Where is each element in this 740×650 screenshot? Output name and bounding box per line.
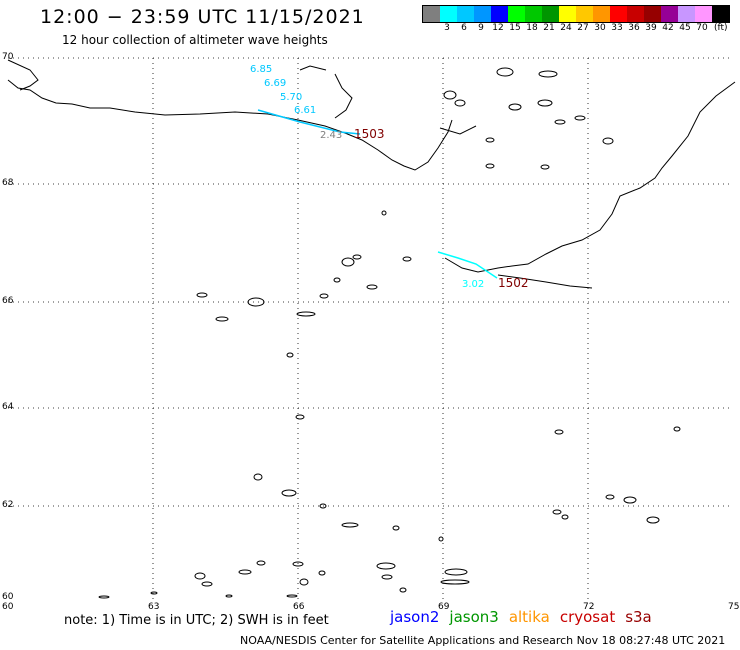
legend-swatch xyxy=(712,6,729,22)
credit-line: NOAA/NESDIS Center for Satellite Applica… xyxy=(240,634,726,647)
legend-swatch xyxy=(508,6,525,22)
lon-tick-label: 75 xyxy=(728,602,740,612)
wave-height-labels: 6.85 6.69 5.70 6.61 2.43 1503 3.02 1502 xyxy=(250,64,529,290)
legend-swatch xyxy=(457,6,474,22)
legend-swatch xyxy=(695,6,712,22)
legend-swatch xyxy=(474,6,491,22)
lon-tick-label: 69 xyxy=(438,602,450,612)
wave-height-legend xyxy=(422,5,730,23)
satellite-s3a: s3a xyxy=(625,608,652,626)
lat-tick-label: 68 xyxy=(2,178,14,188)
legend-label: 39 xyxy=(645,23,657,33)
lon-tick-label: 63 xyxy=(148,602,160,612)
legend-swatch xyxy=(644,6,661,22)
lon-tick-label: 66 xyxy=(293,602,305,612)
wave-height-label: 2.43 xyxy=(320,130,342,141)
wave-height-label: 1502 xyxy=(498,276,529,290)
legend-swatch xyxy=(593,6,610,22)
legend-label: 9 xyxy=(478,23,484,33)
legend-labels: 3 6 9 12 15 18 21 24 27 30 33 36 39 42 45 70 xyxy=(422,23,740,35)
legend-swatch xyxy=(491,6,508,22)
legend-label: 42 xyxy=(662,23,674,33)
coastline xyxy=(7,59,736,599)
legend-swatch xyxy=(440,6,457,22)
satellite-jason3: jason3 xyxy=(449,608,499,626)
lon-tick-label: 72 xyxy=(583,602,595,612)
legend-swatch xyxy=(610,6,627,22)
legend-swatch xyxy=(423,6,440,22)
legend-swatch xyxy=(525,6,542,22)
legend-label: 12 xyxy=(492,23,504,33)
wave-height-label: 6.85 xyxy=(250,64,272,75)
wave-height-label: 6.61 xyxy=(294,105,316,116)
wave-height-label: 3.02 xyxy=(462,279,484,290)
legend-label: 3 xyxy=(444,23,450,33)
wave-height-label: 6.69 xyxy=(264,78,286,89)
legend-label: 45 xyxy=(679,23,691,33)
footnote: note: 1) Time is in UTC; 2) SWH is in fe… xyxy=(64,613,329,628)
legend-swatch xyxy=(661,6,678,22)
lat-tick-label: 60 xyxy=(2,592,14,602)
legend-label: 18 xyxy=(526,23,538,33)
lat-tick-label: 66 xyxy=(2,296,14,306)
legend-label: 30 xyxy=(594,23,606,33)
lat-tick-label: 62 xyxy=(2,500,14,510)
legend-swatch xyxy=(678,6,695,22)
legend-swatch xyxy=(542,6,559,22)
map-grid xyxy=(8,57,733,600)
legend-label: 70 xyxy=(696,23,708,33)
legend-label: 36 xyxy=(628,23,640,33)
lon-tick-label: 60 xyxy=(2,602,14,612)
satellite-cryosat: cryosat xyxy=(559,608,616,626)
chart-subtitle: 12 hour collection of altimeter wave hei… xyxy=(62,33,328,47)
chart-title: 12:00 − 23:59 UTC 11/15/2021 xyxy=(40,6,365,28)
legend-label: 21 xyxy=(543,23,555,33)
legend-unit: (ft) xyxy=(714,23,728,33)
satellite-list: jason2 jason3 altika cryosat s3a xyxy=(390,608,662,626)
lat-tick-label: 64 xyxy=(2,402,14,412)
legend-label: 33 xyxy=(611,23,623,33)
altimeter-track xyxy=(257,109,498,279)
satellite-altika: altika xyxy=(508,608,550,626)
legend-swatch xyxy=(627,6,644,22)
legend-label: 27 xyxy=(577,23,589,33)
satellite-jason2: jason2 xyxy=(390,608,440,626)
legend-swatch xyxy=(576,6,593,22)
legend-swatch xyxy=(559,6,576,22)
legend-label: 15 xyxy=(509,23,521,33)
lat-tick-label: 70 xyxy=(2,52,14,62)
wave-height-label: 1503 xyxy=(354,127,385,141)
legend-label: 24 xyxy=(560,23,572,33)
legend-label: 6 xyxy=(461,23,467,33)
wave-height-label: 5.70 xyxy=(280,92,302,103)
